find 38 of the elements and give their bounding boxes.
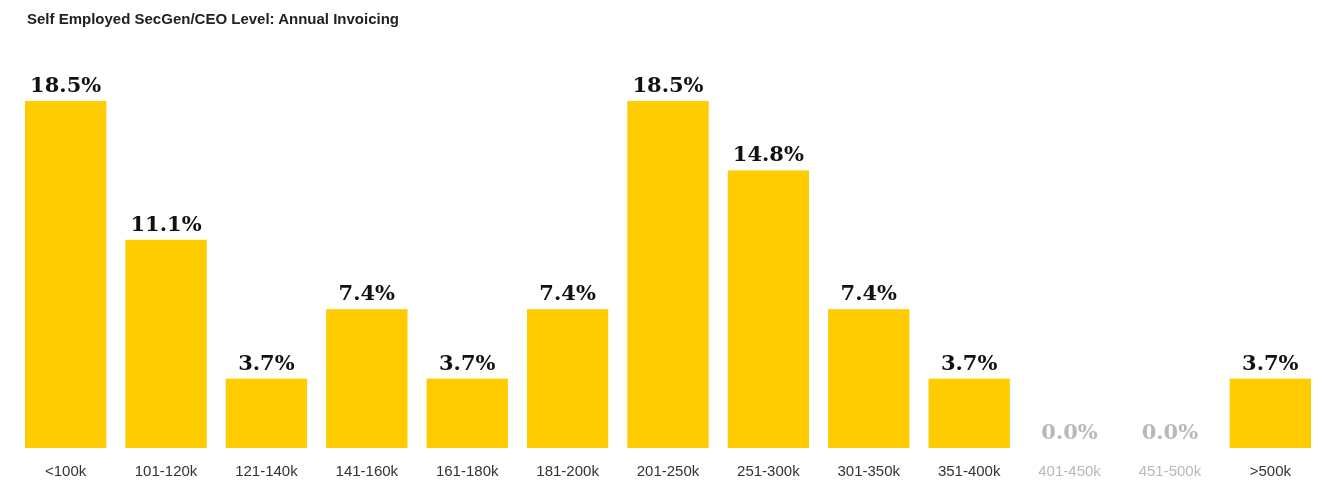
bar xyxy=(326,309,408,448)
x-tick-label: 201-250k xyxy=(636,462,700,479)
bar xyxy=(727,170,810,448)
x-tick-label: 351-400k xyxy=(937,462,1001,479)
data-label: 0.0% xyxy=(1141,419,1199,444)
bar xyxy=(426,378,508,448)
data-label: 3.7% xyxy=(438,349,496,375)
x-tick-label: 181-200k xyxy=(536,462,600,479)
bar xyxy=(526,309,609,448)
bar xyxy=(1229,378,1311,448)
data-label: 3.7% xyxy=(940,349,998,375)
data-label: 11.1% xyxy=(130,210,202,236)
x-tick-label: 141-160k xyxy=(335,462,399,479)
chart-title: Self Employed SecGen/CEO Level: Annual Invoicing xyxy=(27,10,400,27)
bar xyxy=(828,309,910,448)
x-tick-label: 301-350k xyxy=(837,462,901,479)
data-label: 7.4% xyxy=(539,280,596,306)
data-label: 0.0% xyxy=(1041,419,1098,444)
bar xyxy=(125,239,207,448)
x-tick-label: 251-300k xyxy=(737,462,801,479)
x-tick-label: <100k xyxy=(45,462,87,479)
x-tick-label: 401-450k xyxy=(1038,462,1102,479)
x-tick-label: >500k xyxy=(1249,462,1292,479)
data-label: 7.4% xyxy=(338,280,396,306)
data-label: 18.5% xyxy=(30,72,102,97)
bar xyxy=(25,101,107,448)
x-tick-label: 161-180k xyxy=(435,462,499,479)
data-label: 7.4% xyxy=(840,280,898,306)
data-label: 14.8% xyxy=(732,141,804,167)
x-tick-label: 121-140k xyxy=(235,462,299,479)
bar xyxy=(928,378,1010,448)
data-label: 3.7% xyxy=(238,349,295,375)
data-label: 3.7% xyxy=(1242,349,1299,375)
data-label: 18.5% xyxy=(632,72,704,97)
x-tick-label: 451-500k xyxy=(1138,462,1202,479)
bar xyxy=(627,101,709,448)
bar xyxy=(225,378,308,448)
x-tick-label: 101-120k xyxy=(134,462,198,479)
